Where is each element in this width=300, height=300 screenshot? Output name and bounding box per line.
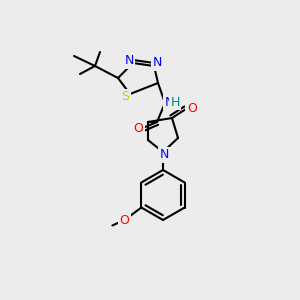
Text: O: O [119, 214, 129, 227]
Text: N: N [152, 56, 162, 70]
Text: N: N [124, 55, 134, 68]
Text: N: N [164, 95, 174, 109]
Text: O: O [187, 103, 197, 116]
Text: N: N [159, 148, 169, 161]
Text: O: O [133, 122, 143, 134]
Text: S: S [121, 91, 129, 103]
Text: H: H [170, 95, 180, 109]
